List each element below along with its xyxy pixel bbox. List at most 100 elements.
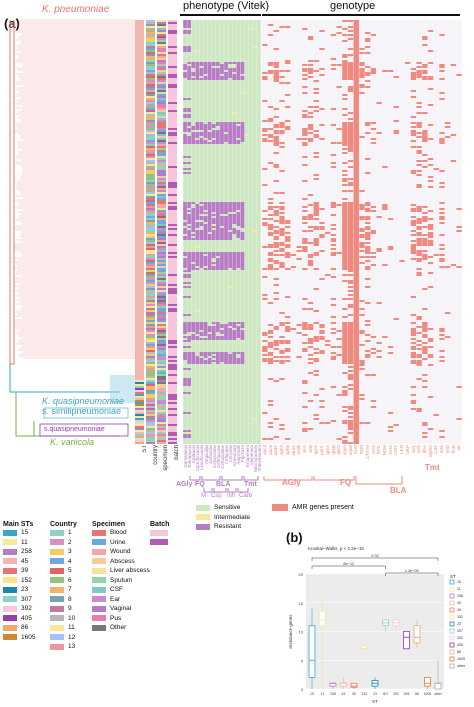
legend-swatch bbox=[92, 624, 106, 631]
legend-item: Sputum bbox=[92, 576, 150, 586]
species-ks-label: s. similipneumoniae bbox=[42, 406, 122, 416]
box-392 bbox=[392, 619, 400, 632]
comparison-pvalue: 1.3e−05 bbox=[405, 569, 419, 573]
legend-label: Blood bbox=[110, 529, 127, 537]
legend-label: 4 bbox=[68, 557, 72, 565]
species-kqq-label: s.quasipneumoniae bbox=[44, 426, 105, 433]
legend-label: 8 bbox=[68, 595, 72, 603]
legend-batch-title: Batch bbox=[150, 521, 170, 528]
legend-swatch bbox=[3, 634, 17, 641]
gene-label: CMY bbox=[393, 445, 399, 455]
legend-specimen-title: Specimen bbox=[92, 521, 126, 528]
gene-label: floR bbox=[450, 445, 456, 454]
legend-label: CSF bbox=[110, 586, 123, 594]
panel-b-label: (b) bbox=[286, 530, 303, 545]
legend-item: Vaginal bbox=[92, 604, 150, 614]
legend-label: 11 bbox=[68, 624, 75, 632]
legend-label: 152 bbox=[21, 576, 32, 584]
chart-legend-label: 39 bbox=[457, 608, 461, 612]
legend-item: 392 bbox=[3, 604, 35, 614]
legend-swatch bbox=[92, 615, 106, 622]
chart-legend-swatch bbox=[449, 663, 455, 669]
x-tick-label: 258 bbox=[330, 692, 336, 696]
chart-legend-swatch bbox=[449, 600, 455, 606]
legend-swatch bbox=[92, 529, 106, 536]
legend-item: 1 bbox=[50, 528, 77, 538]
legend-label: 11 bbox=[21, 538, 28, 546]
x-tick-label: 1605 bbox=[424, 692, 432, 696]
genotype-group-brackets bbox=[263, 476, 403, 485]
box-body bbox=[350, 682, 358, 688]
box-45 bbox=[340, 677, 347, 689]
x-tick-label: 39 bbox=[352, 692, 356, 696]
legend-label: 1605 bbox=[21, 633, 36, 641]
legend-item: 23 bbox=[3, 585, 35, 595]
legend-label: 1 bbox=[68, 529, 72, 537]
comparison-pvalue: 0.32 bbox=[371, 554, 378, 558]
chart-legend-swatch bbox=[449, 593, 455, 599]
legend-item: 15 bbox=[3, 528, 35, 538]
gene-label: strA bbox=[302, 445, 307, 454]
gene-label: OXA bbox=[370, 445, 376, 455]
legend-swatch bbox=[50, 586, 64, 593]
legend-item: Liver abscess bbox=[92, 566, 150, 576]
legend-label: 12 bbox=[68, 633, 76, 641]
legend-label: 45 bbox=[21, 557, 29, 565]
x-tick-label: 152 bbox=[362, 692, 368, 696]
gene-label: qnrB bbox=[330, 445, 336, 455]
legend-item: 405 bbox=[3, 614, 35, 624]
gene-label: arr bbox=[456, 445, 462, 451]
legend-swatch bbox=[92, 596, 106, 603]
panel-b: (b) 0 5 10 15 20 resistance genes ST Kruskal–Wa… bbox=[284, 530, 474, 707]
box-body bbox=[413, 625, 421, 644]
gene-label: DHA bbox=[387, 445, 393, 455]
chart-legend-label: 1605 bbox=[457, 657, 465, 661]
gene-label: gyrA bbox=[313, 445, 319, 455]
chart-legend-label: 15 bbox=[457, 580, 461, 584]
legend-swatch bbox=[50, 529, 64, 536]
gene-label: sul2 bbox=[416, 445, 422, 454]
pheno-group-inh: Inh bbox=[227, 493, 236, 499]
legend-label: 6 bbox=[68, 576, 72, 584]
chart-legend-label: 405 bbox=[457, 643, 463, 647]
gene-label: tetA bbox=[439, 445, 445, 454]
legend-swatch bbox=[92, 567, 106, 574]
legend-item: 9 bbox=[50, 604, 77, 614]
legend-item: 4 bbox=[50, 557, 77, 567]
metadata-strips bbox=[135, 20, 177, 444]
gene-label: dfrA bbox=[422, 445, 427, 454]
chart-legend-swatch bbox=[449, 614, 455, 620]
legend-label: 10 bbox=[68, 614, 76, 622]
gene-label: aac6 bbox=[267, 445, 273, 455]
legend-item: 8 bbox=[50, 595, 77, 605]
legend-label: Ear bbox=[110, 595, 121, 603]
box-258 bbox=[329, 682, 337, 689]
gene-label: TEM bbox=[359, 445, 365, 455]
x-tick-label: 15 bbox=[310, 692, 314, 696]
legend-item: 258 bbox=[3, 547, 35, 557]
gene-label: MphA bbox=[427, 445, 433, 457]
legend-label: Resistant bbox=[214, 523, 242, 531]
legend-item: Urine bbox=[92, 538, 150, 548]
chart-legend-swatch bbox=[449, 635, 455, 641]
gene-label: NDM bbox=[382, 445, 387, 456]
legend-label: Pus bbox=[110, 614, 122, 622]
box-39 bbox=[350, 682, 358, 689]
legend-swatch bbox=[3, 567, 17, 574]
gene-label: qnrA bbox=[324, 445, 330, 455]
box-1605 bbox=[424, 677, 431, 689]
legend-item: 11 bbox=[3, 538, 35, 548]
legend-item: Pus bbox=[92, 614, 150, 624]
legend-item: Intermediate bbox=[196, 513, 250, 523]
legend-swatch bbox=[92, 548, 106, 555]
legend-swatch bbox=[3, 529, 17, 536]
drug-label: Trimethoprim bbox=[256, 445, 261, 472]
legend-swatch bbox=[92, 577, 106, 584]
legend-item: 152 bbox=[3, 576, 35, 586]
chart-legend-label: 23 bbox=[457, 622, 461, 626]
legend-label: Sputum bbox=[110, 576, 133, 584]
legend-label: Intermediate bbox=[214, 513, 251, 521]
y-tick-label: 20 bbox=[299, 572, 304, 577]
legend-batch: Batch bbox=[150, 521, 172, 547]
x-tick-label: 307 bbox=[383, 692, 389, 696]
